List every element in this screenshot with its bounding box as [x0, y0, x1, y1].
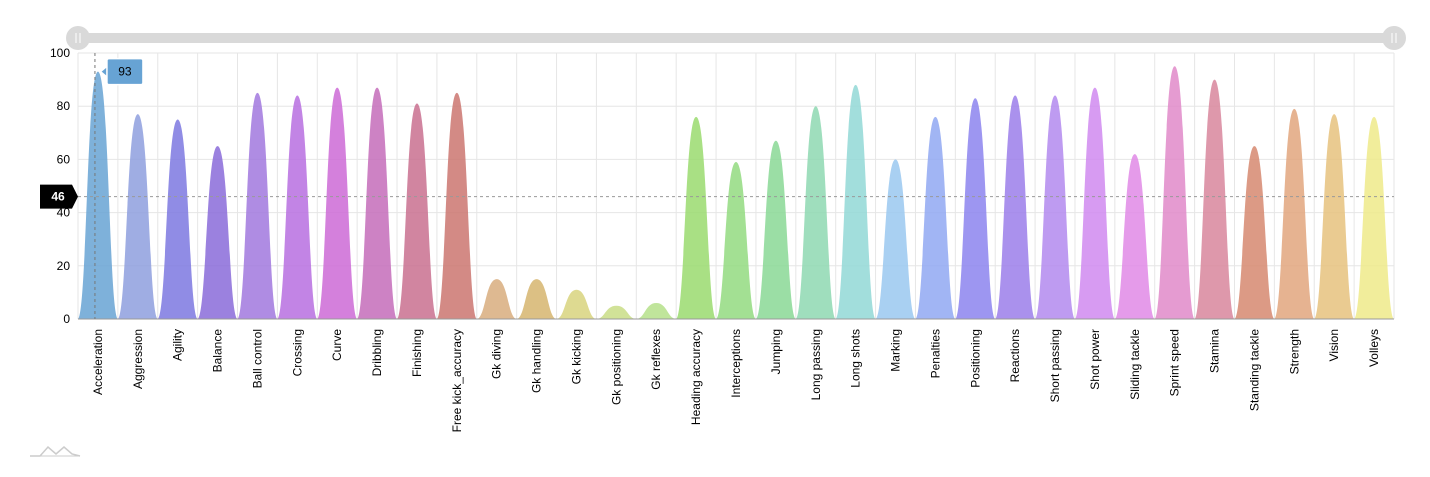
area-mark[interactable]	[556, 289, 597, 319]
x-tick-label: Short passing	[1048, 329, 1062, 402]
area-mark[interactable]	[875, 159, 916, 319]
scrollbar-left-grip[interactable]	[66, 26, 90, 50]
area-mark[interactable]	[117, 114, 158, 320]
axes: 0 20 40 60 80 100	[50, 46, 1394, 326]
grid	[77, 52, 1395, 320]
x-tick-label: Gk kicking	[569, 329, 583, 384]
x-tick-label: Standing tackle	[1247, 329, 1261, 411]
y-tick-label: 80	[57, 99, 71, 113]
area-mark[interactable]	[397, 103, 437, 319]
x-tick-label: Stamina	[1208, 329, 1222, 373]
area-mark[interactable]	[1354, 116, 1394, 319]
x-tick-label: Agility	[171, 329, 185, 361]
x-tick-label: Reactions	[1008, 329, 1022, 382]
x-tick-label: Sliding tackle	[1128, 329, 1142, 400]
area-mark[interactable]	[795, 106, 836, 319]
area-mark[interactable]	[1314, 114, 1355, 320]
area-mark[interactable]	[157, 119, 198, 320]
x-tick-label: Penalties	[928, 329, 942, 378]
area-mark[interactable]	[955, 98, 996, 319]
area-mark[interactable]	[317, 87, 358, 319]
y-tick-label: 20	[57, 259, 71, 273]
x-tick-label: Long shots	[849, 329, 863, 388]
cursor-value-label: 46	[51, 190, 65, 204]
area-mark[interactable]	[516, 279, 557, 319]
area-mark[interactable]	[755, 140, 796, 319]
category-labels: Acceleration Aggression Agility Balance Ball…	[91, 329, 1381, 433]
area-mark[interactable]	[596, 305, 637, 319]
x-tick-label: Strength	[1287, 329, 1301, 374]
x-tick-label: Finishing	[410, 329, 424, 377]
area-mark[interactable]	[1234, 146, 1275, 319]
area-mark[interactable]	[476, 279, 517, 319]
area-mark[interactable]	[357, 87, 398, 319]
x-tick-label: Volleys	[1367, 329, 1381, 367]
x-tick-label: Marking	[889, 329, 903, 372]
x-tick-label: Balance	[211, 329, 225, 373]
area-mark[interactable]	[676, 116, 717, 319]
x-tick-label: Heading accuracy	[689, 329, 703, 425]
tooltip-balloon: 93	[100, 57, 144, 86]
y-tick-label: 60	[57, 152, 71, 166]
grip-icon[interactable]	[66, 26, 90, 50]
chart-logo-icon	[30, 445, 81, 457]
x-tick-label: Positioning	[968, 329, 982, 388]
x-tick-label: Acceleration	[91, 329, 105, 395]
scrollbar-right-grip[interactable]	[1382, 26, 1406, 50]
x-tick-label: Jumping	[769, 329, 783, 374]
area-mark[interactable]	[716, 162, 756, 319]
area-mark[interactable]	[915, 116, 956, 319]
chart-cursor: 46 93	[40, 53, 1394, 319]
x-tick-label: Dribbling	[370, 329, 384, 376]
area-mark[interactable]	[636, 303, 677, 319]
cursor-value-box: 46	[40, 184, 78, 209]
area-mark[interactable]	[1114, 154, 1155, 319]
x-tick-label: Shot power	[1088, 329, 1102, 390]
area-mark[interactable]	[1274, 108, 1315, 319]
area-mark[interactable]	[1035, 95, 1075, 319]
zoom-scrollbar[interactable]	[66, 26, 1406, 50]
x-tick-label: Gk diving	[490, 329, 504, 379]
x-tick-label: Curve	[330, 329, 344, 361]
area-mark[interactable]	[995, 95, 1036, 319]
scrollbar-track[interactable]	[78, 33, 1394, 43]
x-tick-label: Gk reflexes	[649, 329, 663, 390]
area-mark[interactable]	[1074, 87, 1115, 319]
x-tick-label: Aggression	[131, 329, 145, 389]
area-mark[interactable]	[1194, 79, 1235, 319]
area-mark[interactable]	[835, 84, 876, 319]
y-tick-label: 0	[63, 312, 70, 326]
area-mark[interactable]	[237, 92, 278, 320]
y-tick-label: 40	[57, 206, 71, 220]
x-tick-label: Crossing	[290, 329, 304, 376]
area-mark[interactable]	[197, 146, 238, 319]
y-tick-label: 100	[50, 46, 70, 60]
area-mark[interactable]	[277, 95, 318, 319]
x-tick-label: Gk positioning	[609, 329, 623, 405]
area-mark[interactable]	[78, 71, 118, 320]
x-tick-label: Vision	[1327, 329, 1341, 361]
x-tick-label: Sprint speed	[1168, 329, 1182, 396]
x-tick-label: Free kick_accuracy	[450, 329, 464, 432]
x-tick-label: Interceptions	[729, 329, 743, 398]
area-mark[interactable]	[436, 92, 477, 320]
area-mark[interactable]	[1154, 66, 1195, 319]
tooltip-value: 93	[118, 65, 132, 79]
grip-icon[interactable]	[1382, 26, 1406, 50]
x-tick-label: Ball control	[250, 329, 264, 388]
x-tick-label: Gk handling	[530, 329, 544, 393]
series-areas	[78, 66, 1394, 320]
x-tick-label: Long passing	[809, 329, 823, 400]
